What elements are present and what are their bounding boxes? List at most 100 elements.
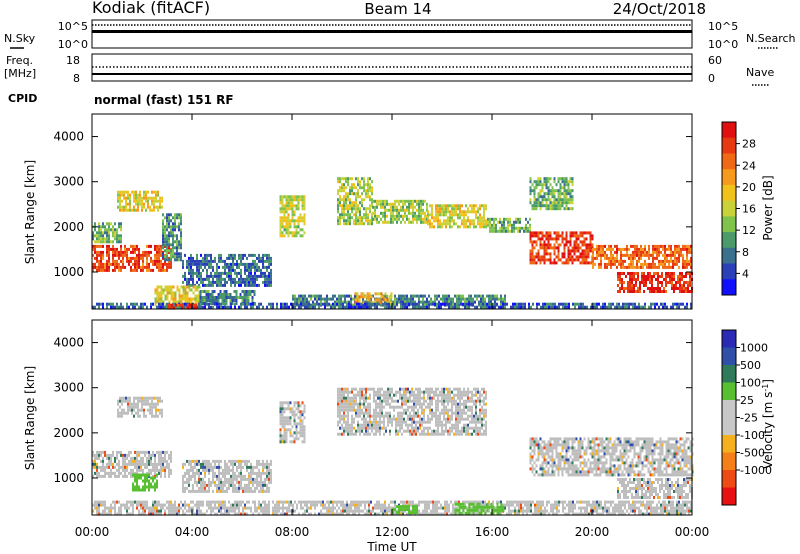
data-cell [283,422,286,426]
data-cell [154,468,156,472]
data-cell [644,253,646,257]
data-cell [287,234,290,238]
data-cell [351,387,353,391]
data-cell [418,303,420,307]
data-cell [283,401,286,405]
data-cell [106,244,108,248]
data-cell [402,294,404,298]
data-cell [559,234,562,238]
data-cell [670,259,672,263]
data-cell [216,274,218,278]
data-cell [256,262,258,266]
data-cell [106,240,108,244]
data-cell [137,205,139,209]
data-cell [208,477,210,481]
data-cell [573,231,576,235]
data-cell [630,262,632,266]
data-cell [408,302,410,306]
data-cell [353,402,355,406]
data-cell [295,198,298,202]
data-cell [367,183,369,187]
data-cell [279,228,282,232]
data-cell [431,210,433,214]
data-cell [471,219,473,223]
data-cell [591,234,594,238]
data-cell [281,419,284,423]
data-cell [371,204,373,208]
data-cell [487,217,489,221]
data-cell [555,189,558,193]
data-cell [242,277,244,281]
data-cell [170,234,172,238]
data-cell [184,489,186,493]
data-cell [184,294,187,298]
data-cell [187,303,189,307]
data-cell [119,208,121,212]
data-cell [400,199,402,203]
data-cell [574,305,576,309]
data-cell [455,210,457,214]
data-cell [178,243,180,247]
data-cell [571,258,574,262]
data-cell [170,225,172,229]
data-cell [142,259,144,263]
data-cell [486,294,488,298]
data-cell [547,189,550,193]
data-cell [670,265,672,269]
data-cell [279,222,282,226]
data-cell [547,207,550,211]
data-cell [414,302,416,306]
data-cell [218,480,220,484]
data-cell [455,213,457,217]
data-cell [182,462,184,466]
data-cell [467,216,469,220]
data-cell [194,462,196,466]
data-cell [357,216,359,220]
data-cell [98,450,100,454]
data-cell [158,305,160,309]
data-cell [357,426,359,430]
data-cell [212,283,214,287]
data-cell [226,486,228,490]
data-cell [347,411,349,415]
data-cell [627,290,629,293]
data-cell [170,450,172,454]
data-cell [108,234,110,238]
data-cell [341,213,343,217]
data-cell [531,204,534,208]
nave-tick-top: 60 [708,54,722,67]
data-cell [141,196,143,200]
data-cell [404,211,406,215]
data-cell [168,222,170,226]
data-cell [341,183,343,187]
data-cell [190,265,192,269]
data-cell [495,229,497,233]
data-cell [214,480,216,484]
data-cell [604,305,606,309]
data-cell [112,450,114,454]
data-cell [222,471,224,475]
data-cell [114,268,116,272]
data-cell [124,247,126,251]
data-cell [160,288,163,292]
data-cell [120,253,122,257]
data-cell [569,252,572,256]
data-cell [431,213,433,217]
data-cell [400,294,402,298]
data-cell [250,277,252,281]
data-cell [559,177,562,181]
data-cell [369,198,371,202]
data-cell [563,243,566,247]
data-cell [154,291,157,295]
data-cell [264,462,266,466]
data-cell [124,468,126,472]
data-cell [96,250,98,254]
data-cell [355,411,357,415]
data-cell [176,305,178,309]
data-cell [380,199,382,203]
data-cell [441,210,443,214]
data-cell [310,305,312,309]
data-cell [252,477,254,481]
data-cell [236,477,238,481]
data-cell [642,253,644,257]
